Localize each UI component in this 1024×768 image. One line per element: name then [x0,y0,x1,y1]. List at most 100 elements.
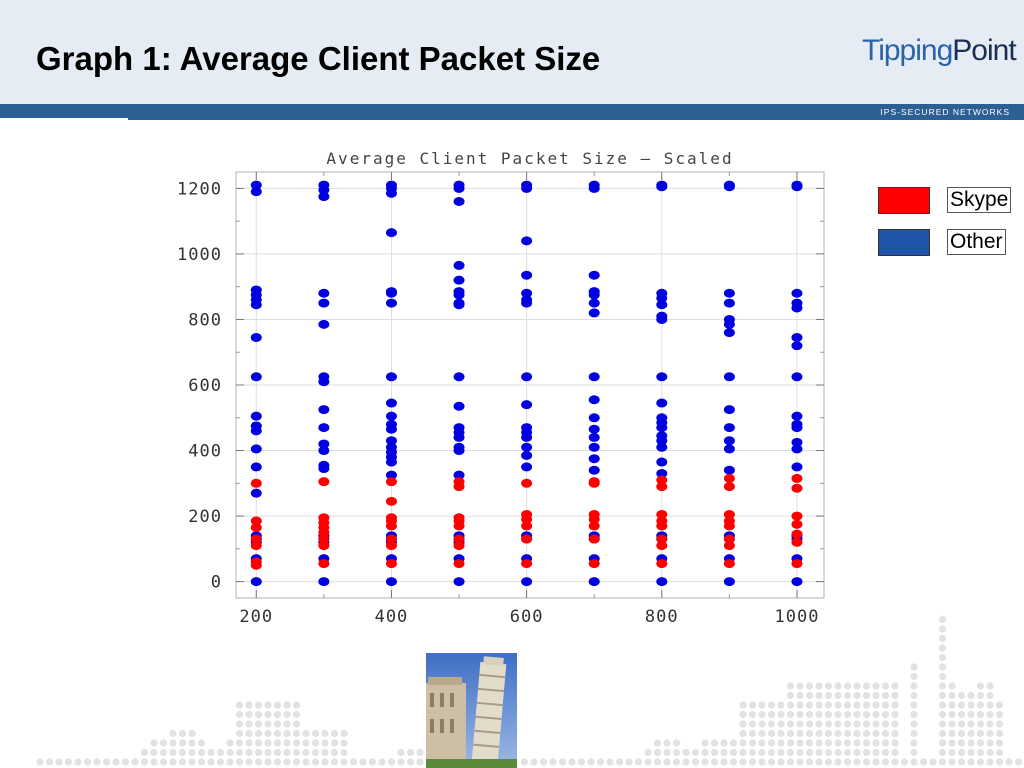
skyline-dot [245,701,253,709]
skyline-dot [245,739,253,747]
data-point-other [723,328,735,338]
skyline-dot [739,748,747,757]
skyline-dot [55,758,63,766]
skyline-dot [986,701,994,709]
skyline-dot [710,748,719,757]
data-point-other [453,260,465,270]
skyline-dot [834,701,842,709]
skyline-dot [682,758,690,766]
data-point-other [723,465,735,475]
data-point-other [521,372,533,382]
skyline-dot [786,701,795,709]
skyline-dot [843,739,852,747]
skyline-dot [254,729,263,738]
skyline-dot [93,758,101,766]
skyline-dot [843,758,852,766]
skyline-dot [178,739,187,747]
skyline-dot [45,758,54,766]
skyline-dot [701,748,709,757]
data-point-other [453,290,465,300]
data-point-other [723,288,735,298]
skyline-dot [881,710,890,719]
header-band [0,104,1024,120]
skyline-dot [302,739,310,747]
skyline-dot [235,758,244,766]
skyline-dot [957,710,966,719]
skyline-dot [786,710,795,719]
skyline-dot [891,710,899,719]
skyline-dot [862,748,871,757]
skyline-dot [283,758,291,766]
skyline-dot [653,748,662,757]
skyline-dot [786,720,795,728]
legend-swatch-other [878,229,930,256]
data-point-other [250,180,262,190]
skyline-dot [938,644,947,652]
skyline-dot [197,748,206,757]
data-point-other [791,462,803,472]
data-point-other [723,436,735,446]
skyline-dot [197,758,206,766]
data-point-other [791,577,803,587]
skyline-dot [834,748,842,757]
skyline-dot [967,748,975,757]
data-point-skype [250,516,262,526]
data-point-other [318,423,330,433]
skyline-dot [758,701,766,709]
skyline-dot [986,710,994,719]
data-point-other [453,470,465,480]
data-point-skype [656,482,668,492]
skyline-dot [587,758,595,766]
skyline-dot [653,758,662,766]
skyline-dot [102,758,111,766]
skyline-dot [786,758,795,766]
skyline-dot [777,710,785,719]
data-point-other [521,288,533,298]
skyline-dot [853,701,861,709]
skyline-dot [283,729,291,738]
skyline-dot [948,682,956,690]
skyline-dot [235,739,244,747]
skyline-dot [169,758,177,766]
skyline-dot [881,691,890,700]
skyline-dot [767,739,776,747]
skyline-dot [159,739,168,747]
data-point-other [791,182,803,192]
skyline-dot [786,748,795,757]
skyline-dot [824,739,833,747]
data-point-other [723,319,735,329]
data-point-other [250,372,262,382]
skyline-dot [938,710,947,719]
data-point-other [453,196,465,206]
data-point-other [385,436,397,446]
tagline-box: IPS-SECURED NETWORKS [862,104,1024,118]
skyline-dot [748,720,757,728]
skyline-dot [805,710,814,719]
skyline-dot [872,748,880,757]
data-point-other [250,444,262,454]
skyline-dot [216,758,225,766]
skyline-dot [843,682,852,690]
skyline-dot [321,729,329,738]
scatter-chart: 0 200 400 600 800 1000 1200 200 400 600 800 1000 Ave… [177,149,825,627]
skyline-dot [235,720,244,728]
skyline-dot [226,758,234,766]
skyline-dot [986,729,994,738]
skyline-dot [283,739,291,747]
skyline-dot [64,758,73,766]
data-point-skype [318,534,330,544]
skyline-dot [245,729,253,738]
data-point-other [588,308,600,318]
skyline-dot [701,739,709,747]
skyline-dot [302,729,310,738]
skyline-dot [663,739,671,747]
data-point-other [588,298,600,308]
data-point-other [385,188,397,198]
skyline-dot [824,691,833,700]
skyline-dot [843,720,852,728]
skyline-dot [767,758,776,766]
skyline-dot [881,701,890,709]
skyline-dot [397,758,405,766]
skyline-dot [986,720,994,728]
data-point-skype [791,473,803,483]
